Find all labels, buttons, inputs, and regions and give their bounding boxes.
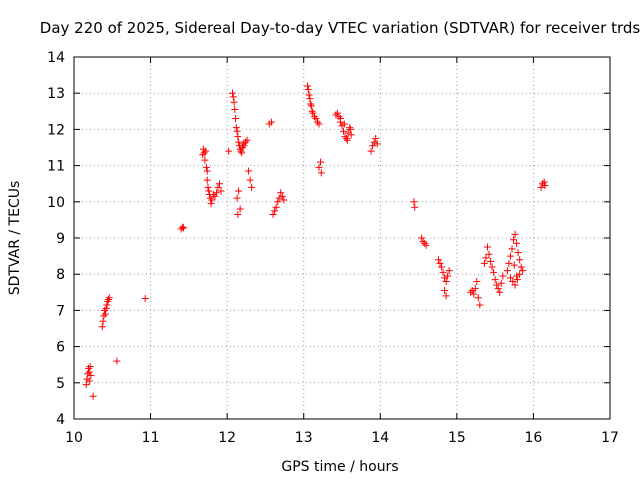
sdtvar-scatter-chart: 10 11 12 13 14 15 16 17 4 5 6 7 8 9 10 11 12 13 14 Day 220…	[0, 0, 640, 480]
y-tick-label: 14	[47, 50, 65, 66]
y-tick-label: 10	[47, 195, 65, 211]
y-tick-label: 8	[56, 267, 65, 283]
y-tick-label: 6	[56, 340, 65, 356]
y-tick-label: 11	[47, 159, 65, 175]
chart-background	[0, 0, 640, 480]
y-tick-label: 4	[56, 412, 65, 428]
x-tick-label: 14	[371, 430, 389, 446]
chart-svg: 10 11 12 13 14 15 16 17 4 5 6 7 8 9 10 11 12 13 14 Day 220…	[0, 0, 640, 480]
x-tick-label: 12	[218, 430, 236, 446]
y-tick-label: 5	[56, 376, 65, 392]
y-tick-label: 12	[47, 122, 65, 138]
y-tick-label: 13	[47, 86, 65, 102]
x-tick-label: 10	[65, 430, 83, 446]
x-tick-label: 15	[448, 430, 466, 446]
x-tick-label: 13	[295, 430, 313, 446]
x-axis-label: GPS time / hours	[281, 459, 398, 475]
x-tick-label: 17	[601, 430, 619, 446]
y-axis-label: SDTVAR / TECUs	[7, 181, 23, 296]
x-tick-label: 11	[142, 430, 160, 446]
y-tick-label: 9	[56, 231, 65, 247]
chart-title: Day 220 of 2025, Sidereal Day-to-day VTE…	[40, 19, 640, 37]
x-tick-label: 16	[525, 430, 543, 446]
y-tick-label: 7	[56, 303, 65, 319]
